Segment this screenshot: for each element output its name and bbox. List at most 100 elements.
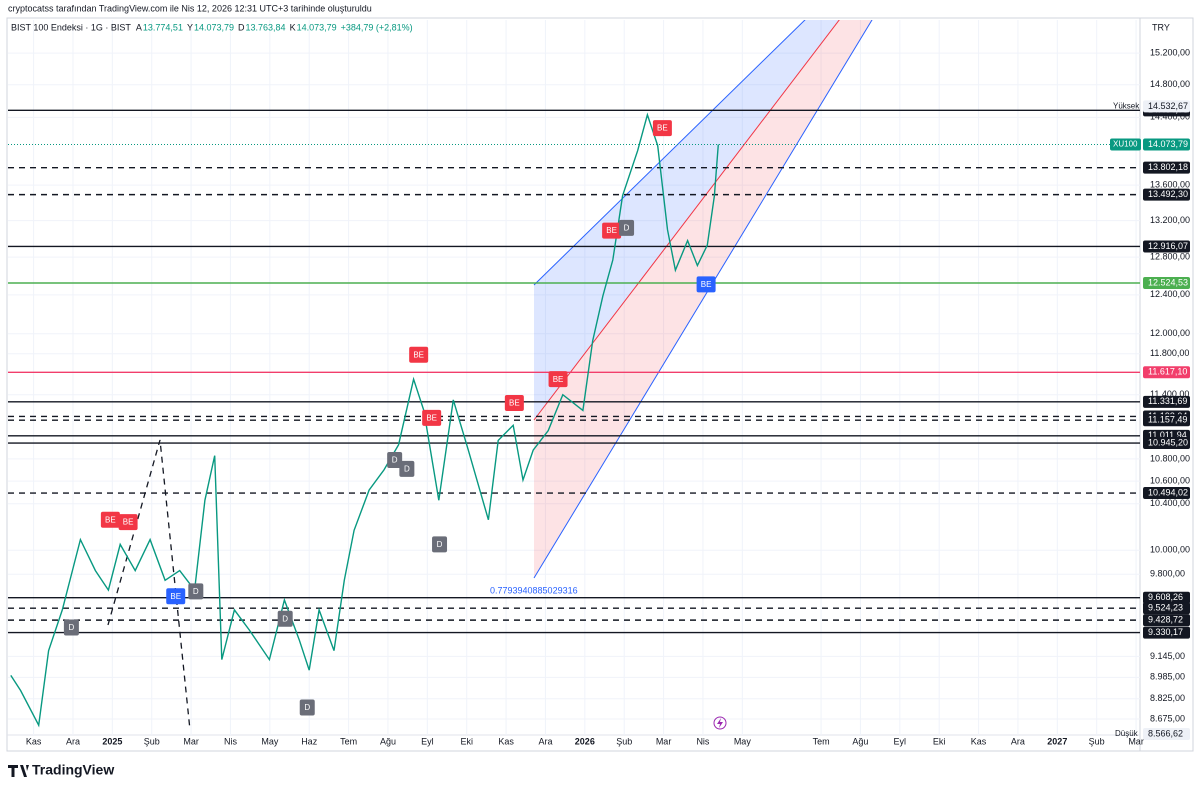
signal-marker: D [432, 536, 448, 553]
signal-marker: D [299, 699, 315, 716]
last-price-box [1143, 138, 1190, 151]
signal-box [277, 610, 293, 627]
x-tick-label: Haz [301, 736, 318, 746]
signal-box [548, 371, 568, 388]
x-tick-label: Ağu [380, 736, 396, 746]
y-tick-label: 14.800,00 [1150, 79, 1190, 89]
signal-text: D [69, 623, 75, 632]
signal-text: BE [657, 124, 668, 133]
ohlc-label: Y [187, 22, 193, 32]
signal-box [619, 219, 635, 236]
level-label: 10.945,20 [1148, 437, 1188, 447]
channel-label: 0.7793940885029316 [490, 585, 578, 595]
signal-box [399, 460, 415, 477]
signal-text: D [624, 223, 630, 232]
ohlc-label: K [290, 22, 296, 32]
x-tick-label: Ara [1011, 736, 1025, 746]
level-label-box [1143, 414, 1190, 427]
level-label-box [1143, 366, 1190, 379]
signal-text: D [404, 464, 410, 473]
x-tick-label: Şub [144, 736, 160, 746]
ohlc-value: 13.763,84 [246, 22, 286, 32]
ohlc-value: 13.774,51 [143, 22, 183, 32]
level-label-box [1143, 188, 1190, 201]
x-tick-label: Ara [538, 736, 552, 746]
signal-marker: BE [652, 120, 672, 137]
x-tick-label: Eyl [421, 736, 434, 746]
x-tick-label: May [261, 736, 279, 746]
signal-text: BE [426, 413, 437, 422]
signal-box [432, 536, 448, 553]
signal-box [422, 409, 442, 426]
currency: TRY [1152, 22, 1170, 32]
level-label-box [1143, 591, 1190, 604]
signal-box [387, 451, 403, 468]
y-tick-label: 13.200,00 [1150, 215, 1190, 225]
channel-mid-line [533, 20, 840, 421]
last-price-tag [1110, 138, 1141, 151]
alert-icon [713, 716, 727, 730]
y-tick-label: 10.400,00 [1150, 498, 1190, 508]
level-label: 11.331,69 [1148, 396, 1187, 406]
y-tick-label: 14.400,00 [1150, 112, 1190, 122]
brand: TradingView [8, 762, 114, 778]
level-label: 11.617,10 [1148, 367, 1187, 377]
low-label: 8.566,62 [1148, 728, 1183, 738]
y-tick-label: 12.800,00 [1150, 252, 1190, 262]
x-tick-label: Mar [1128, 736, 1144, 746]
frame [6, 17, 1194, 752]
level-label-box [1143, 161, 1190, 174]
level-label-box [1143, 240, 1190, 253]
ohlc-value: 14.073,79 [194, 22, 234, 32]
ohlc-value: 14.073,79 [297, 22, 337, 32]
x-tick-label: 2025 [102, 736, 122, 746]
level-label-box [1143, 614, 1190, 627]
level-label: 9.428,72 [1148, 614, 1183, 624]
signal-marker: BE [548, 371, 568, 388]
level-label: 12.916,07 [1148, 241, 1188, 251]
signal-text: D [304, 703, 310, 712]
y-tick-label: 15.200,00 [1150, 47, 1190, 57]
level-label-box [1143, 626, 1190, 639]
y-tick-label: 9.800,00 [1150, 569, 1185, 579]
signal-text: D [193, 587, 199, 596]
price-line [10, 112, 719, 728]
level-label: 9.608,26 [1148, 592, 1183, 602]
signal-text: D [437, 540, 443, 549]
signal-text: BE [123, 518, 134, 527]
level-label: 9.330,17 [1148, 627, 1183, 637]
signal-text: BE [413, 350, 424, 359]
x-tick-label: Nis [696, 736, 709, 746]
low-name: Düşük [1115, 729, 1139, 738]
y-tick-label: 11.400,00 [1150, 389, 1189, 399]
high-box [1143, 100, 1190, 113]
y-tick-label: 9.145,00 [1150, 651, 1185, 661]
signal-box [696, 276, 716, 293]
level-label: 12.524,53 [1148, 277, 1188, 287]
high-label: 14.532,67 [1148, 101, 1188, 111]
signal-box [652, 120, 672, 137]
signal-text: BE [509, 399, 520, 408]
channel [107, 20, 873, 731]
level-label: 9.524,23 [1148, 603, 1183, 613]
legend-title: BIST 100 Endeksi · 1G · BIST [11, 22, 131, 32]
x-tick-label: Kas [498, 736, 514, 746]
level-label: 13.802,18 [1148, 162, 1188, 172]
ohlc-label: D [238, 22, 245, 32]
level-label: 11.011,94 [1148, 430, 1187, 440]
signal-marker: D [188, 583, 204, 600]
signal-box [602, 222, 622, 239]
signal-marker: BE [602, 222, 622, 239]
y-tick-label: 13.600,00 [1150, 180, 1190, 190]
x-tick-label: May [734, 736, 752, 746]
x-tick-label: 2026 [575, 736, 595, 746]
signal-marker: BE [422, 409, 442, 426]
level-label-box [1143, 395, 1190, 408]
level-label: 10.494,02 [1148, 487, 1188, 497]
x-tick-label: Ağu [852, 736, 868, 746]
x-tick-label: Tem [813, 736, 830, 746]
y-tick-label: 10.600,00 [1150, 475, 1190, 485]
level-label-box [1143, 487, 1190, 500]
signal-text: BE [105, 515, 116, 524]
